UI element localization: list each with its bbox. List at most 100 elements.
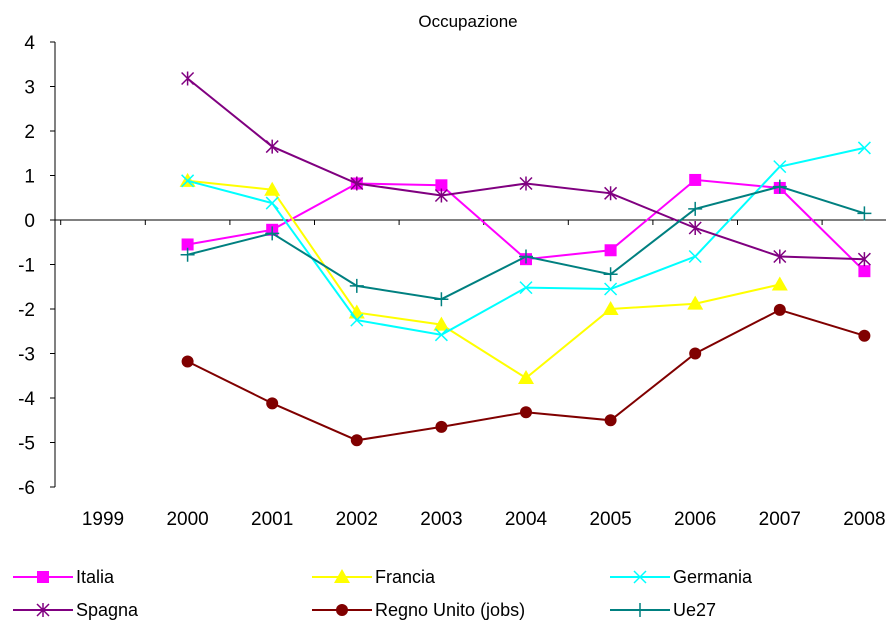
data-point-germania — [519, 281, 533, 295]
legend-label: Spagna — [76, 600, 139, 620]
data-point-ue27 — [603, 267, 618, 282]
y-tick-label: 1 — [24, 167, 35, 188]
legend-marker — [633, 603, 647, 617]
series-ue27 — [180, 179, 872, 307]
data-point-italia — [604, 244, 617, 257]
data-point-ue27 — [772, 179, 787, 194]
data-point-germania — [434, 328, 448, 342]
data-point-spagna — [519, 176, 533, 191]
legend-label: Italia — [76, 567, 115, 587]
legend-marker — [37, 571, 49, 583]
legend-item-ue27: Ue27 — [610, 600, 716, 620]
data-point-ue27 — [265, 226, 280, 241]
data-point-germania — [604, 282, 618, 296]
series-line-francia — [187, 179, 781, 380]
data-point-germania — [857, 141, 871, 155]
y-tick-label: -2 — [18, 300, 35, 321]
legend-item-germania: Germania — [610, 567, 753, 587]
data-point-ue27 — [349, 278, 364, 293]
series-francia — [179, 172, 788, 384]
legend-marker — [334, 569, 350, 583]
data-point-italia — [181, 238, 194, 251]
x-tick-label: 2008 — [843, 509, 885, 530]
data-point-germania — [350, 313, 364, 327]
data-point-spagna — [434, 188, 448, 203]
y-tick-label: 3 — [24, 78, 35, 99]
data-point-ue27 — [434, 292, 449, 307]
data-point-regno-unito-jobs — [350, 434, 363, 447]
x-tick-label: 2005 — [589, 509, 631, 530]
x-tick-label: 2000 — [166, 509, 208, 530]
data-point-spagna — [604, 186, 618, 201]
data-point-regno-unito-jobs — [858, 329, 871, 342]
y-tick-label: -6 — [18, 478, 35, 499]
data-point-regno-unito-jobs — [604, 414, 617, 427]
series-layer — [179, 71, 872, 447]
axes: 4 3 2 1 0 -1 -2 -3 -4 -5 -6 1999 2000 2001 2002 2003 200… — [18, 33, 886, 530]
data-point-germania — [181, 174, 195, 188]
legend-item-regno-unito-jobs: Regno Unito (jobs) — [312, 600, 525, 620]
x-tick-label: 1999 — [82, 509, 124, 530]
data-point-spagna — [350, 176, 364, 191]
x-tick-label: 2006 — [674, 509, 716, 530]
data-point-italia — [435, 179, 448, 192]
data-point-regno-unito-jobs — [266, 397, 279, 410]
data-point-ue27 — [688, 201, 703, 216]
data-point-spagna — [857, 252, 871, 267]
data-point-francia — [433, 316, 450, 331]
data-point-germania — [265, 196, 279, 210]
y-tick-label: 4 — [24, 33, 35, 54]
data-point-italia — [858, 265, 871, 278]
legend-marker — [36, 603, 50, 617]
legend-item-francia: Francia — [312, 567, 436, 587]
chart-title: Occupazione — [418, 12, 517, 31]
data-point-francia — [264, 181, 281, 196]
data-point-regno-unito-jobs — [435, 420, 448, 433]
x-tick-label: 2003 — [420, 509, 462, 530]
data-point-francia — [687, 295, 704, 310]
data-point-regno-unito-jobs — [181, 355, 194, 368]
data-point-germania — [688, 249, 702, 264]
data-point-spagna — [181, 71, 195, 86]
data-point-francia — [518, 369, 534, 384]
x-tick-label: 2001 — [251, 509, 293, 530]
legend-marker — [336, 604, 348, 616]
series-germania — [181, 141, 871, 342]
data-point-regno-unito-jobs — [689, 347, 702, 360]
series-line-germania — [187, 146, 865, 336]
x-tick-label: 2007 — [759, 509, 801, 530]
data-point-italia — [689, 173, 702, 186]
data-point-regno-unito-jobs — [773, 303, 786, 316]
legend-item-italia: Italia — [13, 567, 115, 587]
data-point-spagna — [265, 139, 279, 154]
data-point-spagna — [688, 221, 702, 236]
series-line-ue27 — [187, 185, 865, 301]
data-point-ue27 — [519, 249, 533, 264]
legend-item-spagna: Spagna — [13, 600, 139, 620]
data-point-ue27 — [180, 247, 195, 262]
y-tick-label: 0 — [24, 211, 35, 232]
series-regno-unito-jobs — [181, 303, 871, 447]
y-tick-label: -3 — [18, 345, 35, 366]
data-point-germania — [773, 160, 787, 174]
legend-label: Ue27 — [673, 600, 716, 620]
y-tick-label: -4 — [18, 389, 35, 410]
legend: Italia Francia Germania Spagna Regno Unito (… — [13, 567, 753, 620]
y-tick-label: -1 — [18, 256, 35, 277]
data-point-regno-unito-jobs — [520, 406, 532, 419]
data-point-francia — [771, 276, 788, 291]
legend-label: Francia — [375, 567, 436, 587]
series-spagna — [181, 71, 871, 267]
x-tick-label: 2004 — [505, 509, 548, 530]
data-point-spagna — [773, 249, 787, 264]
data-point-ue27 — [857, 206, 872, 221]
x-tick-label: 2002 — [336, 509, 378, 530]
legend-label: Germania — [673, 567, 753, 587]
y-tick-label: 2 — [24, 122, 35, 143]
data-point-francia — [602, 301, 619, 315]
series-line-spagna — [186, 77, 865, 261]
y-tick-label: -5 — [18, 434, 35, 455]
legend-label: Regno Unito (jobs) — [375, 600, 525, 620]
legend-marker — [633, 570, 647, 584]
